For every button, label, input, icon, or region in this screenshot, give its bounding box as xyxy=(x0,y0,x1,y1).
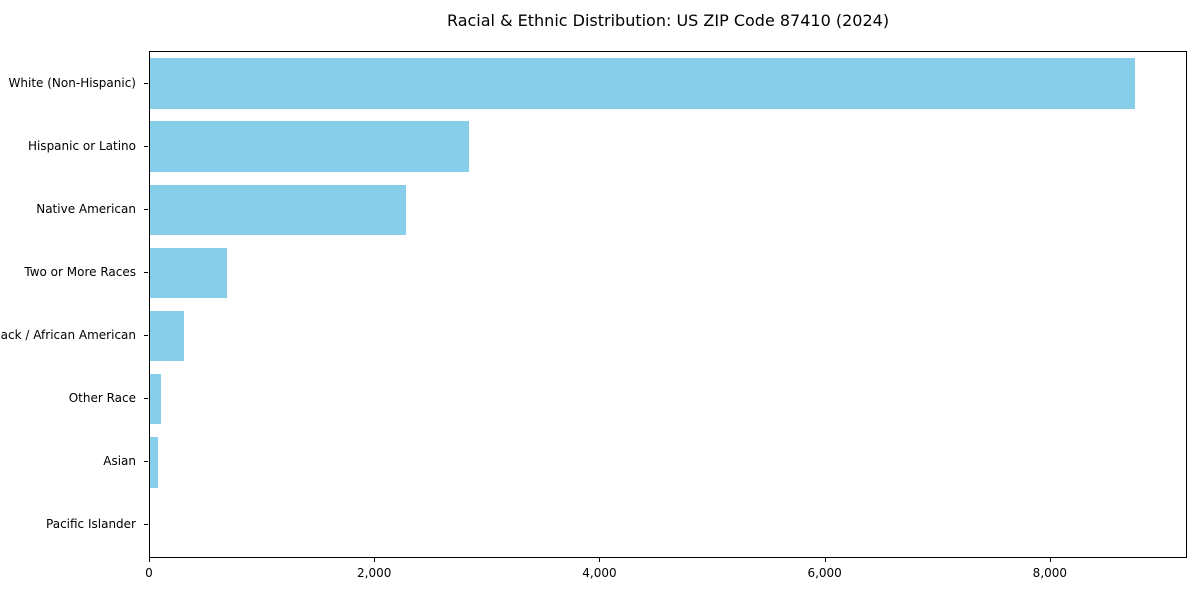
x-tick-mark xyxy=(374,558,376,562)
bar xyxy=(150,437,158,488)
y-tick-mark xyxy=(144,145,148,147)
y-tick-label: White (Non-Hispanic) xyxy=(8,75,136,90)
x-tick-mark xyxy=(1049,558,1051,562)
x-tick-mark xyxy=(824,558,826,562)
y-tick-mark xyxy=(144,398,148,400)
y-tick-mark xyxy=(144,335,148,337)
x-tick-label: 4,000 xyxy=(582,566,617,580)
y-axis-labels: White (Non-Hispanic) Hispanic or Latino Na… xyxy=(0,51,149,558)
chart-title: Racial & Ethnic Distribution: US ZIP Cod… xyxy=(446,11,890,30)
x-tick-label: 0 xyxy=(145,566,153,580)
y-tick-mark xyxy=(144,271,148,273)
y-tick-label: Two or More Races xyxy=(24,264,136,279)
bar xyxy=(150,310,184,362)
y-tick-label: Native American xyxy=(36,201,136,216)
bar xyxy=(150,58,1136,109)
bar xyxy=(150,184,406,236)
bar xyxy=(150,247,227,299)
x-tick-mark xyxy=(149,558,150,562)
y-tick-mark xyxy=(144,524,148,526)
y-tick-mark xyxy=(144,82,148,84)
bar xyxy=(150,373,162,425)
x-axis: 0 2,000 4,000 6,000 8,000 xyxy=(145,558,1187,598)
y-tick-label: Asian xyxy=(103,454,136,469)
x-tick-mark xyxy=(599,558,601,562)
bar xyxy=(150,121,469,172)
y-tick-label: Hispanic or Latino xyxy=(27,138,136,153)
y-tick-mark xyxy=(144,461,148,463)
x-tick-label: 8,000 xyxy=(1032,566,1068,580)
y-tick-label: Other Race xyxy=(68,391,136,406)
y-tick-label: Black / African American xyxy=(0,328,136,343)
y-tick-mark xyxy=(144,208,148,210)
x-tick-label: 6,000 xyxy=(807,566,842,580)
x-tick-label: 2,000 xyxy=(357,566,392,580)
y-tick-label: Pacific Islander xyxy=(46,517,136,532)
plot-area xyxy=(149,51,1187,558)
